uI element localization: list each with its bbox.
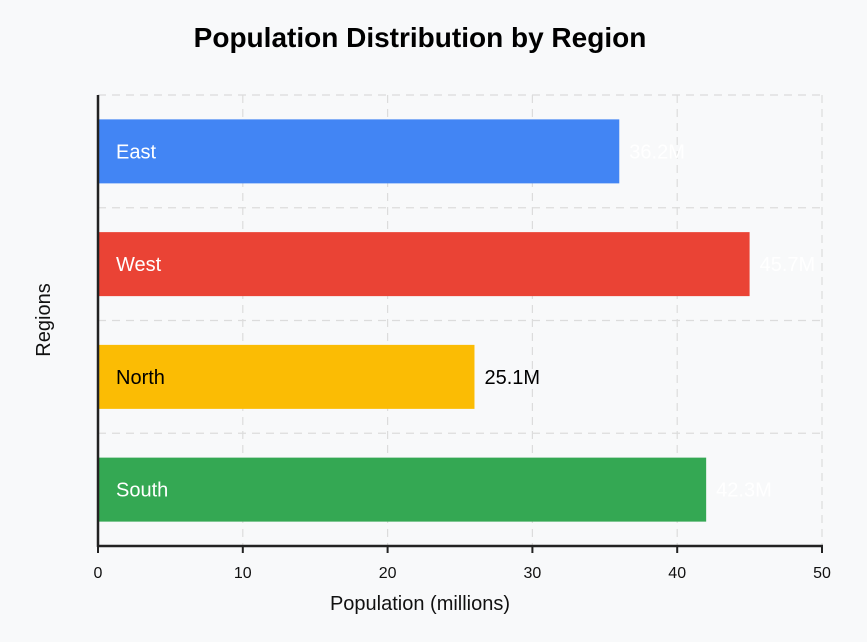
bar-category-label-south: South (116, 480, 168, 502)
bar-west (98, 232, 750, 297)
chart-title: Population Distribution by Region (194, 22, 647, 53)
x-tick-label-0: 0 (94, 565, 103, 582)
axes: 0 10 20 30 40 50 (94, 95, 831, 582)
bars (98, 119, 750, 522)
bar-category-label-east: East (116, 141, 156, 163)
x-tick-label-50: 50 (813, 565, 831, 582)
bar-north (98, 344, 475, 409)
x-tick-label-20: 20 (379, 565, 397, 582)
bar-labels: East 36.2M West 45.7M North 25.1M South 42.3M (116, 141, 815, 501)
x-axis-label: Population (millions) (330, 593, 510, 615)
bar-east (98, 119, 620, 184)
x-tick-label-40: 40 (668, 565, 686, 582)
x-tick-label-10: 10 (234, 565, 252, 582)
bar-value-label-east: 36.2M (629, 141, 685, 163)
bar-category-label-north: North (116, 367, 165, 389)
bar-value-label-north: 25.1M (484, 367, 540, 389)
x-tick-label-30: 30 (524, 565, 542, 582)
bar-value-label-west: 45.7M (760, 254, 816, 276)
bar-south (98, 457, 707, 522)
bar-value-label-south: 42.3M (716, 480, 772, 502)
y-axis-label: Regions (33, 283, 55, 356)
bar-category-label-west: West (116, 254, 162, 276)
